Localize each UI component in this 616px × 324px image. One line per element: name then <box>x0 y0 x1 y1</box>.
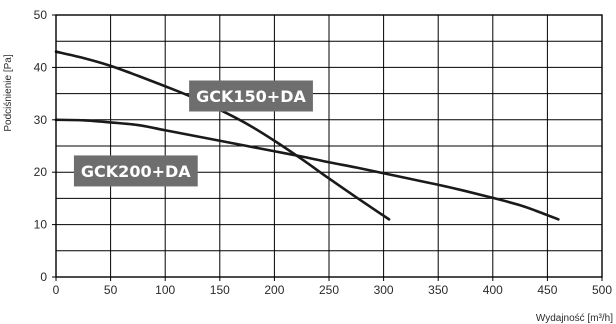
curves <box>54 50 560 221</box>
x-tick-label: 300 <box>374 283 394 297</box>
x-tick-label: 250 <box>319 283 339 297</box>
series-label-gck200-da: GCK200+DA <box>73 155 198 187</box>
series-label-gck150-da: GCK150+DA <box>189 80 313 112</box>
series-label-text: GCK150+DA <box>196 87 306 106</box>
x-tick-label: 200 <box>264 283 284 297</box>
x-tick-label: 500 <box>592 283 612 297</box>
x-axis-title: Wydajność [m³/h] <box>536 313 613 324</box>
series-labels: GCK150+DA GCK200+DA <box>73 80 313 187</box>
grid <box>55 14 603 278</box>
y-tick-label: 20 <box>34 165 48 179</box>
x-tick-label: 350 <box>428 283 448 297</box>
x-tick-label: 450 <box>537 283 557 297</box>
series-line-gck150-da <box>54 50 391 221</box>
y-tick-label: 0 <box>40 270 47 284</box>
series-label-box <box>73 155 198 187</box>
y-tick-label: 10 <box>34 218 48 232</box>
y-axis-title: Podciśnienie [Pa] <box>3 54 14 131</box>
x-tick-label: 50 <box>104 283 118 297</box>
series-line-gck200-da <box>54 118 560 221</box>
x-tick-label: 0 <box>53 283 60 297</box>
y-tick-label: 40 <box>34 60 48 74</box>
x-tick-label: 150 <box>210 283 230 297</box>
y-tick-label: 30 <box>34 113 48 127</box>
x-tick-label: 400 <box>483 283 503 297</box>
y-tick-label: 50 <box>34 8 48 22</box>
x-tick-label: 100 <box>155 283 175 297</box>
axes: 0 50 100 150 200 250 300 350 400 450 500 0 10 20 30 40 5… <box>34 8 613 297</box>
series-label-box <box>189 80 313 112</box>
series-label-text: GCK200+DA <box>81 162 191 181</box>
